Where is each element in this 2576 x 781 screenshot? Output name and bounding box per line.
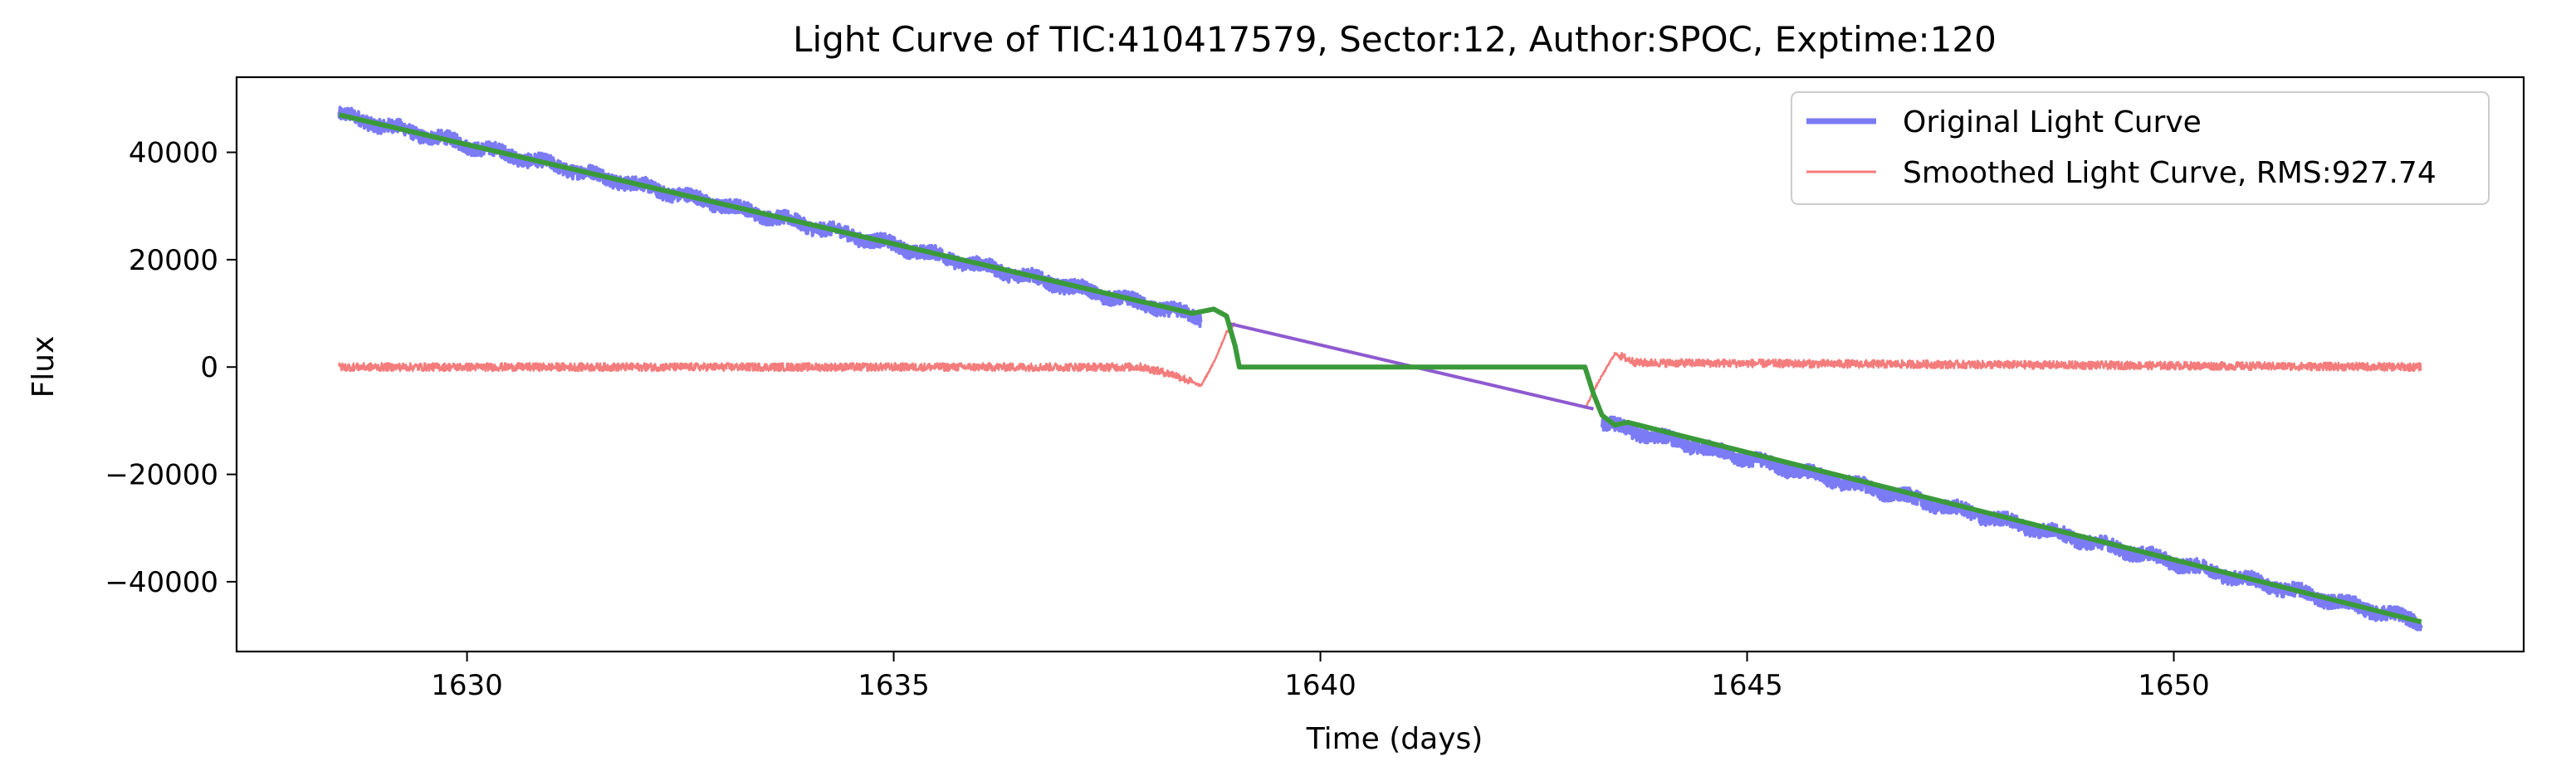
legend-box [1791, 91, 2490, 205]
y-tick-label: 0 [200, 351, 218, 384]
x-tick-label: 1630 [431, 669, 503, 702]
trend-line [338, 112, 2422, 625]
x-axis: 1630 1635 1640 1645 1650 [431, 652, 2210, 702]
y-tick-label: −20000 [105, 459, 218, 492]
x-tick-label: 1645 [1711, 669, 1783, 702]
legend-label-smoothed: Smoothed Light Curve, RMS:927.74 [1903, 156, 2437, 190]
y-axis: −40000 −20000 0 20000 40000 [105, 137, 237, 599]
legend: Original Light Curve Smoothed Light Curv… [1791, 91, 2490, 205]
chart-title: Light Curve of TIC:410417579, Sector:12,… [793, 19, 1997, 60]
x-tick-label: 1635 [858, 669, 930, 702]
x-tick-label: 1650 [2138, 669, 2210, 702]
y-tick-label: −40000 [105, 566, 218, 599]
y-tick-label: 40000 [129, 137, 218, 170]
legend-label-original: Original Light Curve [1903, 105, 2202, 139]
y-tick-label: 20000 [129, 244, 218, 277]
plot-area [235, 76, 2525, 653]
plot-frame [235, 76, 2525, 653]
series-smoothed-light-curve [338, 322, 2422, 410]
y-axis-label: Flux [27, 336, 61, 398]
x-axis-label: Time (days) [1306, 722, 1484, 756]
x-tick-label: 1640 [1284, 669, 1356, 702]
